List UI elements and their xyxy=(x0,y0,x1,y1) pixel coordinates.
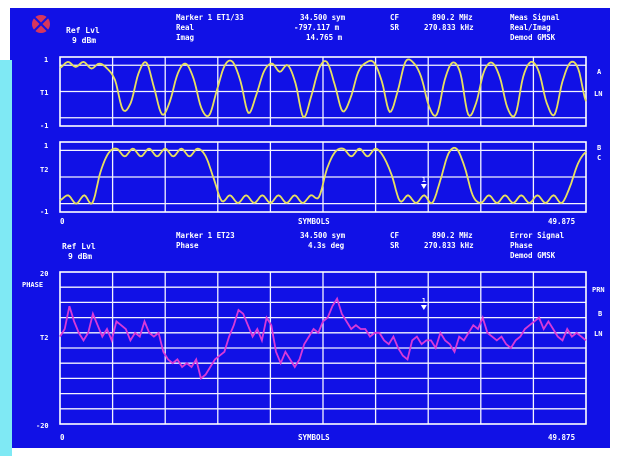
panel3-x-end: 49.875 xyxy=(548,433,575,442)
panel2-x-end: 49.875 xyxy=(548,217,575,226)
panel3-marker-number: 1 xyxy=(422,297,426,305)
panel2-y-mid: T2 xyxy=(40,166,48,174)
bottom-marker-title: Marker 1 ET23 xyxy=(176,231,235,240)
bottom-demod-label: Demod GMSK xyxy=(510,251,556,260)
phase-error-trace xyxy=(59,296,587,380)
screen-background xyxy=(12,8,610,448)
panel3-y-bottom: -20 xyxy=(36,422,49,430)
panel3-right-ln: LN xyxy=(594,330,602,338)
center-frequency: 890.2 MHz xyxy=(432,13,473,22)
marker-title: Marker 1 ET1/33 xyxy=(176,13,244,22)
marker-value-1: 34.500 sym xyxy=(300,13,346,22)
panel3-x-start: 0 xyxy=(60,433,65,442)
meas-mode: Real/Imag xyxy=(510,23,551,32)
bottom-marker-row-label: Phase xyxy=(176,241,199,250)
panel2-right-c: C xyxy=(597,154,601,162)
panel2-marker-arrow-icon xyxy=(420,184,427,189)
rohde-schwarz-logo-icon xyxy=(32,15,50,33)
panel2-y-top: 1 xyxy=(44,142,48,150)
symbol-rate: 270.833 kHz xyxy=(424,23,474,32)
bottom-marker-value-2: 4.3s deg xyxy=(308,241,345,250)
top-header: Ref Lvl 9 dBm Marker 1 ET1/33 Real Imag … xyxy=(66,13,560,45)
marker-row1-label: Real xyxy=(176,23,194,32)
panel3-x-title: SYMBOLS xyxy=(298,433,330,442)
panel3-y-top: 20 xyxy=(40,270,48,278)
plot-panel-1: 1 T1 -1 A LN xyxy=(40,56,602,130)
ref-lvl-label: Ref Lvl xyxy=(66,26,100,35)
sr-label: SR xyxy=(390,23,400,32)
imag-signal-trace xyxy=(59,146,587,205)
panel2-y-bottom: -1 xyxy=(40,208,48,216)
bottom-sr-label: SR xyxy=(390,241,400,250)
panel3-marker-icon: 1 xyxy=(420,297,427,310)
bottom-ref-lvl-value: 9 dBm xyxy=(68,252,92,261)
panel2-marker-number: 1 xyxy=(422,176,426,184)
panel3-right-b: B xyxy=(598,310,602,318)
panel1-y-bottom: -1 xyxy=(40,122,48,130)
real-signal-trace xyxy=(59,58,587,119)
demod-label: Demod GMSK xyxy=(510,33,556,42)
bottom-header: Ref Lvl 9 dBm Marker 1 ET23 Phase 34.500… xyxy=(62,231,564,261)
meas-signal-title: Meas Signal xyxy=(510,13,560,22)
error-signal-title: Error Signal xyxy=(510,231,564,240)
left-side-band xyxy=(0,60,12,456)
marker-value-3: 14.765 m xyxy=(306,33,343,42)
panel3-right-prn: PRN xyxy=(592,286,605,294)
panel1-right-a: A xyxy=(597,68,602,76)
plot-panel-3: 20 PHASE T2 -20 PRN B LN 0 SYMBOLS 49.87… xyxy=(22,270,605,442)
panel3-y-mid: T2 xyxy=(40,334,48,342)
panel1-y-top: 1 xyxy=(44,56,48,64)
panel3-y-label: PHASE xyxy=(22,281,43,289)
bottom-ref-lvl-label: Ref Lvl xyxy=(62,242,96,251)
bottom-symbol-rate: 270.833 kHz xyxy=(424,241,474,250)
bottom-cf-label: CF xyxy=(390,231,400,240)
bottom-center-frequency: 890.2 MHz xyxy=(432,231,473,240)
screen-corner-fill xyxy=(10,8,32,60)
cf-label: CF xyxy=(390,13,400,22)
error-mode: Phase xyxy=(510,241,533,250)
marker-value-2: -797.117 m xyxy=(294,23,340,32)
panel1-right-ln: LN xyxy=(594,90,602,98)
panel1-y-mid: T1 xyxy=(40,89,48,97)
bottom-marker-value-1: 34.500 sym xyxy=(300,231,346,240)
panel2-x-title: SYMBOLS xyxy=(298,217,330,226)
marker-row2-label: Imag xyxy=(176,33,195,42)
panel3-marker-arrow-icon xyxy=(420,305,427,310)
ref-lvl-value: 9 dBm xyxy=(72,36,96,45)
panel2-right-b: B xyxy=(597,144,601,152)
panel2-marker-icon: 1 xyxy=(420,176,427,189)
panel2-x-start: 0 xyxy=(60,217,65,226)
plot-panel-2: 1 T2 -1 B C 0 SYMBOLS 49.875 1 xyxy=(40,141,601,226)
